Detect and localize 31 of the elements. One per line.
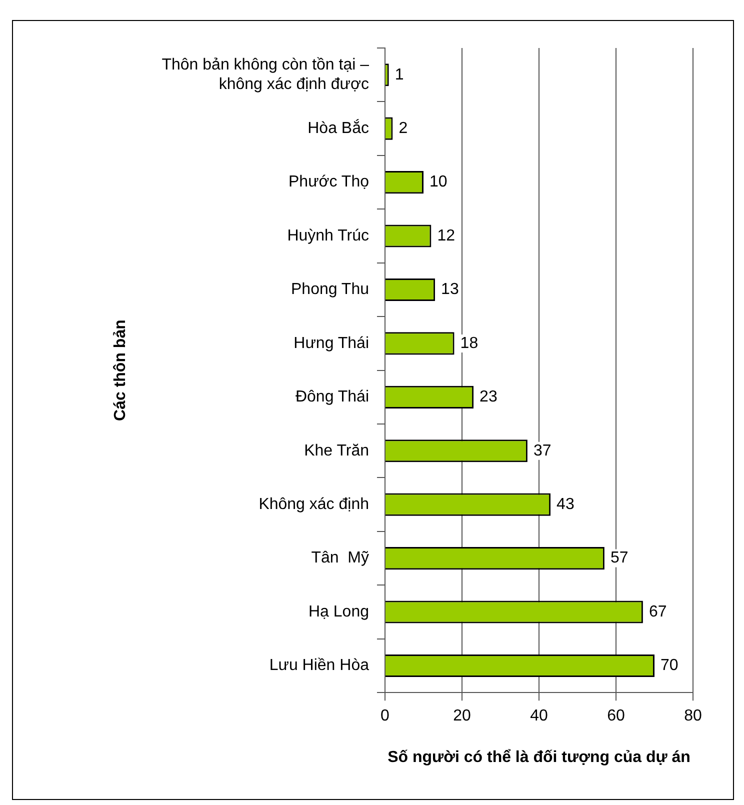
y-tick-label: Phước Thọ bbox=[288, 174, 370, 191]
y-tick-label: Phong Thu bbox=[291, 281, 369, 298]
y-tick-label: Thôn bản không còn tồn tại – không xác định được bbox=[162, 56, 370, 93]
y-tick-label: Hạ Long bbox=[308, 603, 369, 620]
data-label: 1 bbox=[394, 66, 404, 84]
y-tick-label: Khe Trăn bbox=[304, 442, 369, 460]
data-label: 67 bbox=[648, 603, 667, 620]
y-tick-label: Hòa Bắc bbox=[308, 118, 369, 137]
data-label: 10 bbox=[430, 174, 448, 191]
data-label: 70 bbox=[660, 657, 678, 674]
y-tick-label: Lưu Hiền Hòa bbox=[269, 657, 370, 674]
y-tick-label: Không xác định bbox=[258, 496, 369, 513]
data-label: 13 bbox=[441, 281, 459, 298]
x-tick-label: 20 bbox=[453, 708, 471, 725]
x-tick-label: 60 bbox=[607, 708, 625, 725]
y-tick-label: Hưng Thái bbox=[294, 334, 369, 352]
data-label: 23 bbox=[480, 388, 498, 406]
y-tick-label: Huỳnh Trúc bbox=[287, 227, 369, 244]
data-label: 2 bbox=[398, 120, 408, 137]
data-label: 37 bbox=[533, 442, 552, 460]
data-label: 43 bbox=[556, 496, 574, 513]
data-label: 18 bbox=[460, 334, 478, 352]
y-axis-title: Các thôn bản bbox=[112, 320, 130, 421]
data-label: 12 bbox=[437, 227, 456, 244]
y-tick-label: Đông Thái bbox=[295, 388, 369, 406]
x-tick-label: 0 bbox=[380, 708, 390, 725]
x-tick-label: 40 bbox=[530, 708, 548, 725]
x-axis-title: Số người có thể là đối tượng của dự án bbox=[388, 748, 690, 766]
x-tick-label: 80 bbox=[684, 708, 702, 725]
data-label: 57 bbox=[610, 550, 628, 567]
y-tick-label: Tân Mỹ bbox=[311, 550, 369, 567]
